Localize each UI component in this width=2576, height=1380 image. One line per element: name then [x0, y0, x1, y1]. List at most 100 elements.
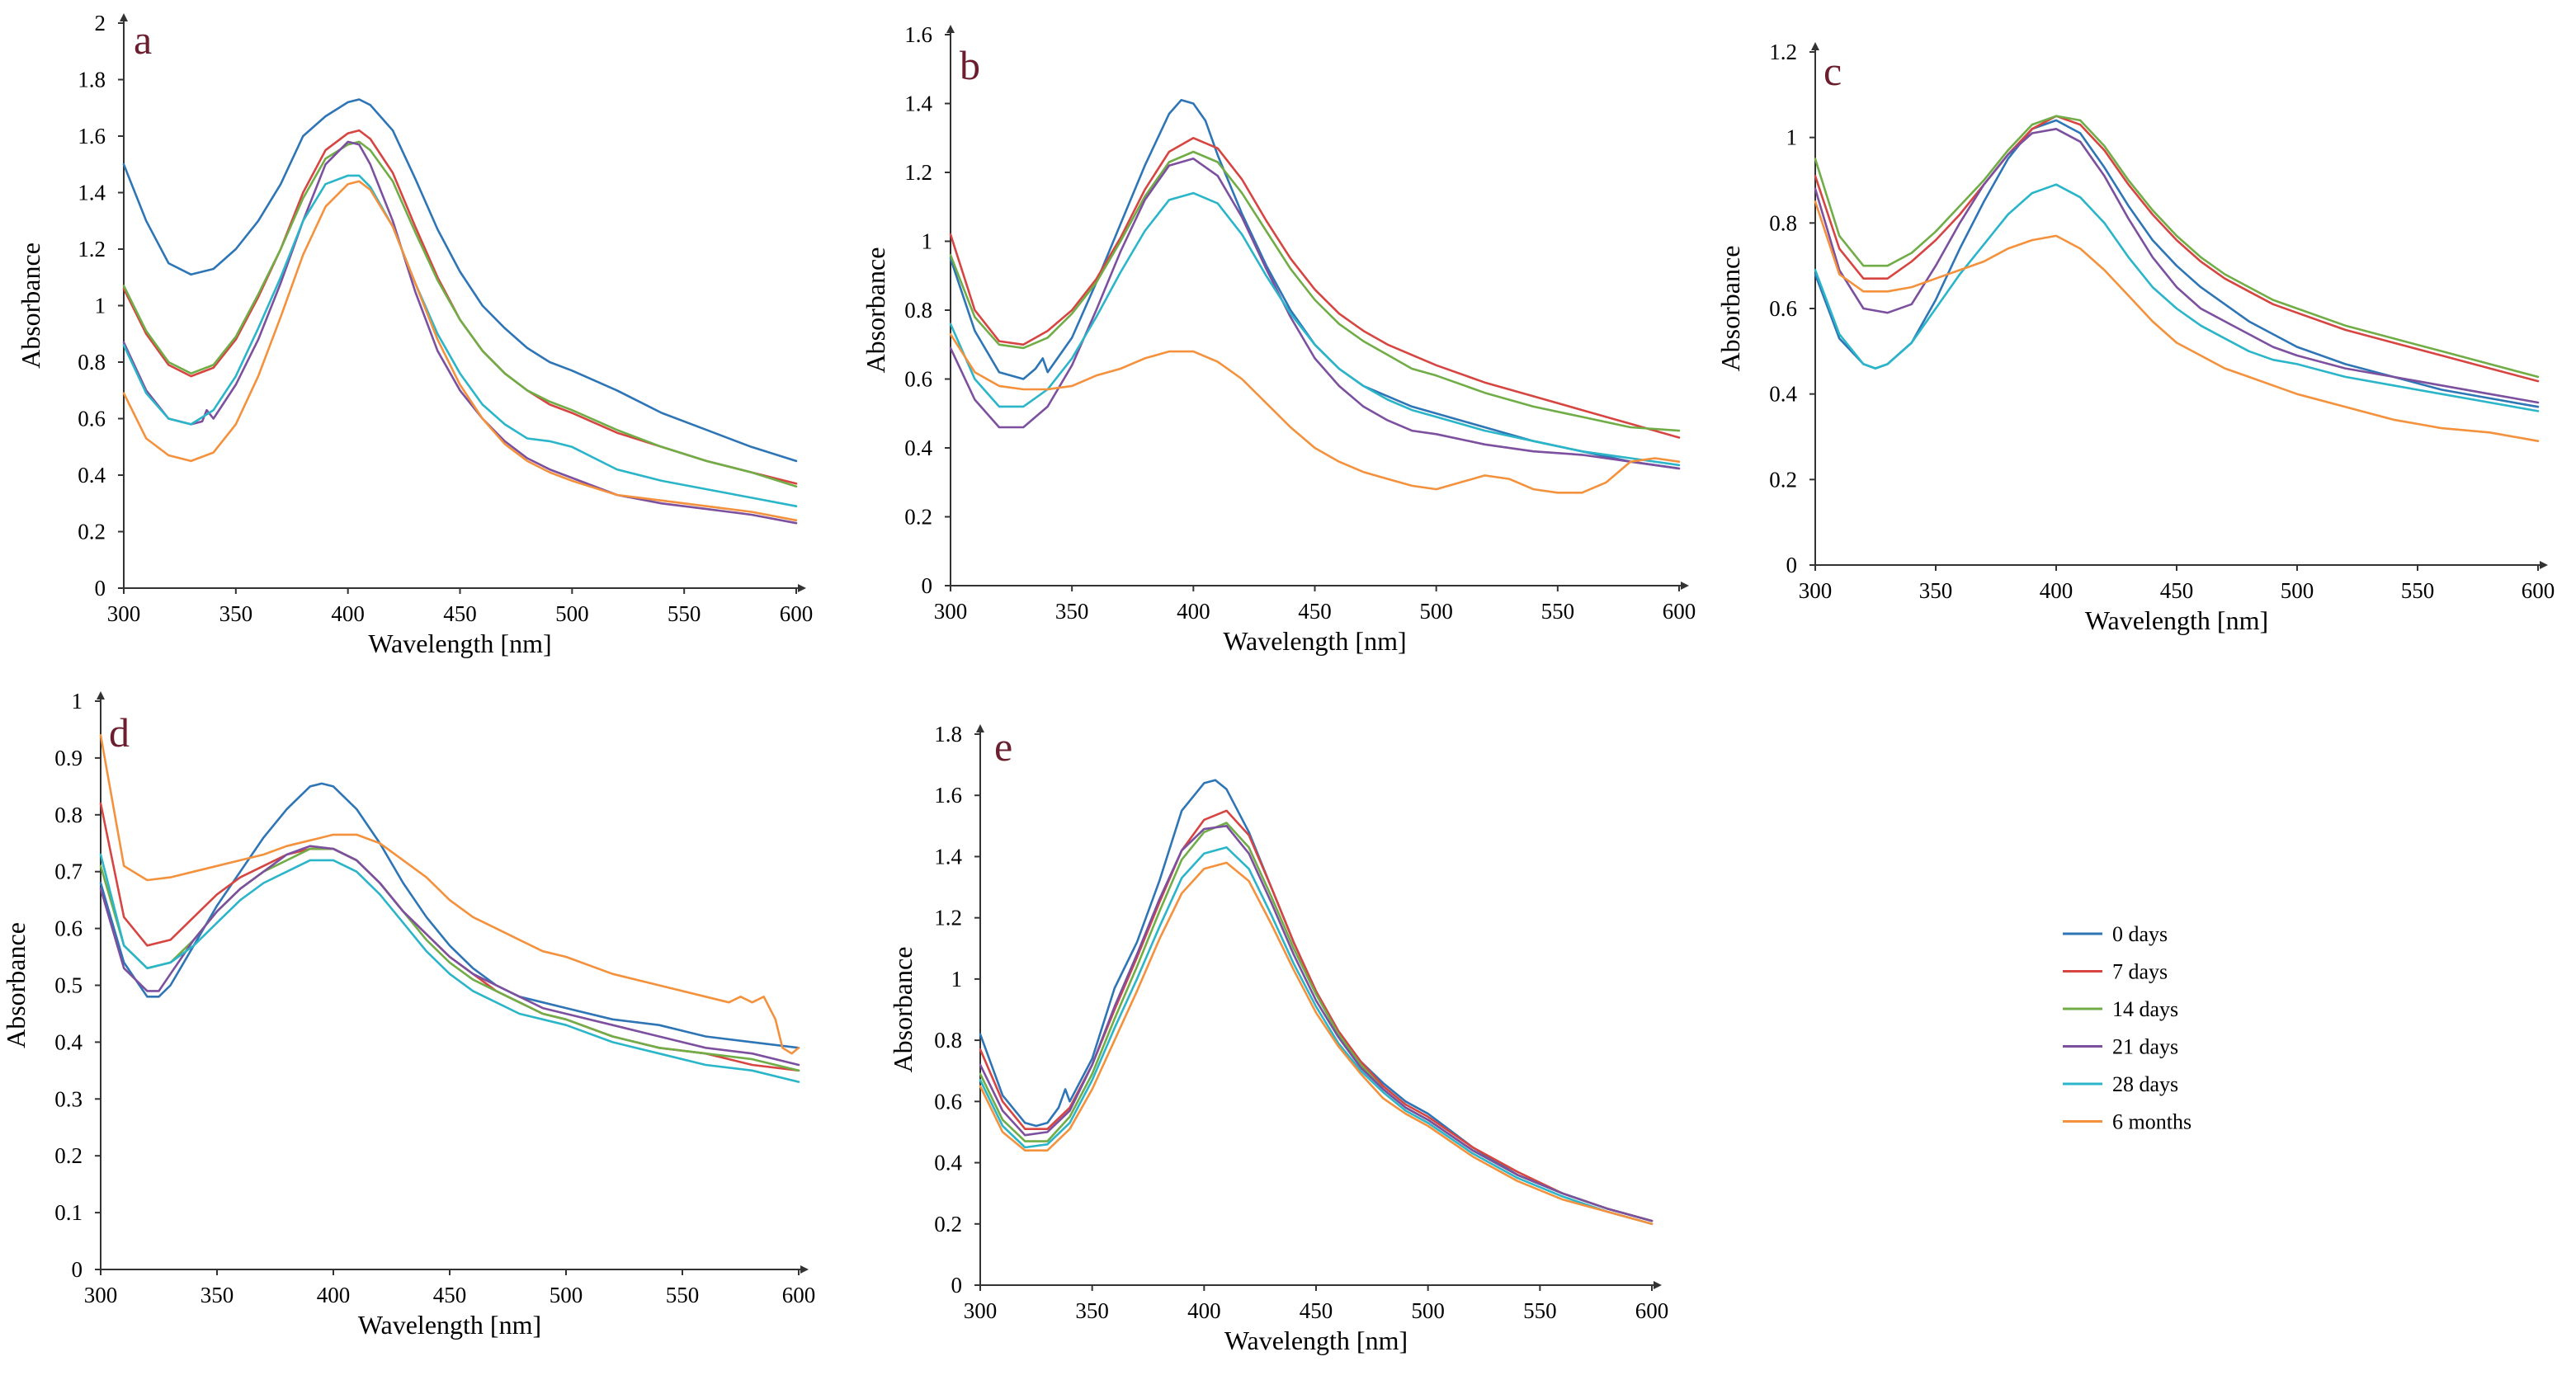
legend-entry: 7 days	[2112, 960, 2168, 984]
x-axis-arrow	[798, 584, 806, 592]
series-line-7-days	[122, 129, 798, 485]
y-tick-label: 0.2	[904, 505, 932, 530]
legend-entry: 28 days	[2112, 1072, 2178, 1096]
y-tick-label: 2	[95, 11, 106, 35]
x-tick-label: 350	[201, 1283, 234, 1307]
x-tick-label: 600	[1635, 1298, 1669, 1323]
y-axis-label: Absorbance	[1, 922, 31, 1048]
x-tick-label: 500	[555, 601, 589, 626]
x-tick-label: 450	[433, 1283, 467, 1307]
x-tick-label: 600	[782, 1283, 816, 1307]
x-tick-label: 550	[668, 601, 701, 626]
panel-label: b	[960, 42, 980, 88]
x-tick-label: 600	[780, 601, 814, 626]
x-axis-label: Wavelength [nm]	[2085, 605, 2268, 635]
series-line-21-days	[949, 158, 1681, 470]
x-tick-label: 350	[1075, 1298, 1109, 1323]
x-tick-label: 350	[1919, 578, 1953, 603]
x-tick-label: 550	[666, 1283, 700, 1307]
x-tick-label: 400	[331, 601, 365, 626]
y-tick-label: 0.6	[1769, 296, 1797, 321]
y-tick-label: 0.8	[1769, 210, 1797, 235]
y-tick-label: 0.4	[904, 436, 932, 460]
y-tick-label: 0	[922, 573, 933, 598]
y-tick-label: 0.2	[54, 1143, 83, 1168]
y-tick-label: 0.4	[78, 463, 106, 487]
panel-label: d	[109, 709, 130, 756]
series-line-0-days	[949, 99, 1681, 470]
series-line-7-days	[1814, 115, 2540, 383]
x-tick-label: 500	[1419, 599, 1453, 624]
y-axis-label: Absorbance	[861, 247, 890, 374]
x-axis-label: Wavelength [nm]	[1223, 626, 1406, 656]
y-tick-label: 0.3	[54, 1086, 83, 1111]
series-line-28-days	[1814, 183, 2540, 412]
y-tick-label: 1.2	[934, 906, 962, 930]
series-line-21-days	[979, 825, 1654, 1222]
x-tick-label: 550	[1523, 1298, 1557, 1323]
x-tick-label: 500	[550, 1283, 583, 1307]
y-axis-arrow	[976, 724, 984, 732]
panel-a: 300 350 400 450 500 550 600 0 0.2 0.4 0.6 0.8 1 1.2 1.…	[16, 11, 813, 658]
x-axis-label: Wavelength [nm]	[368, 629, 551, 658]
series-line-0-days	[122, 98, 798, 463]
panel-e: 300 350 400 450 500 550 600 0 0.2 0.4 0.6 0.8 1 1.2 1.…	[888, 722, 1668, 1355]
y-tick-label: 1.4	[904, 92, 932, 116]
y-tick-label: 0.2	[78, 520, 106, 544]
y-tick-label: 0.8	[78, 350, 106, 374]
y-tick-label: 0.1	[54, 1200, 83, 1225]
series-line-21-days	[122, 140, 798, 525]
x-axis-label: Wavelength [nm]	[1224, 1326, 1408, 1355]
series-line-7-days	[949, 137, 1681, 439]
x-tick-label: 550	[2401, 578, 2435, 603]
y-tick-label: 0.2	[934, 1212, 962, 1236]
legend-entry: 6 months	[2112, 1110, 2191, 1134]
series-line-14-days	[122, 140, 798, 487]
series-line-28-days	[979, 846, 1654, 1226]
x-axis-arrow	[2540, 561, 2548, 569]
x-tick-label: 300	[84, 1283, 118, 1307]
y-tick-label: 1.2	[78, 237, 106, 261]
y-tick-label: 0.6	[904, 367, 932, 392]
series-line-14-days	[979, 822, 1654, 1222]
panel-c: 300 350 400 450 500 550 600 0 0.2 0.4 0.6 0.8 1 1.2 Wa…	[1715, 40, 2555, 635]
series-line-0-days	[99, 782, 800, 1049]
x-axis-arrow	[1681, 582, 1689, 590]
y-axis-arrow	[1811, 42, 1819, 50]
y-tick-label: 0.6	[934, 1089, 962, 1114]
x-tick-label: 400	[317, 1283, 351, 1307]
x-tick-label: 450	[1300, 1298, 1333, 1323]
series-line-14-days	[99, 847, 800, 1072]
y-tick-label: 0.6	[54, 916, 83, 941]
series-line-6-months	[949, 332, 1681, 494]
y-tick-label: 0.4	[54, 1029, 83, 1054]
x-tick-label: 350	[219, 601, 253, 626]
y-tick-label: 1.6	[934, 783, 962, 808]
y-tick-label: 1.2	[1769, 40, 1797, 64]
y-tick-label: 0.2	[1769, 467, 1797, 492]
y-tick-label: 0.9	[54, 746, 83, 770]
y-axis-arrow	[120, 13, 128, 21]
x-tick-label: 450	[2160, 578, 2194, 603]
x-tick-label: 300	[964, 1298, 998, 1323]
series-line-28-days	[99, 853, 800, 1083]
y-tick-label: 0.8	[904, 298, 932, 323]
series-line-0-days	[1814, 119, 2540, 408]
x-tick-label: 500	[1411, 1298, 1445, 1323]
y-axis-arrow	[946, 25, 955, 33]
y-tick-label: 1.6	[904, 22, 932, 47]
y-axis-arrow	[97, 691, 105, 699]
y-tick-label: 1	[95, 294, 106, 318]
series-line-28-days	[949, 191, 1681, 467]
y-axis-label: Absorbance	[1715, 246, 1745, 372]
legend-entry: 0 days	[2112, 922, 2168, 946]
series-line-6-months	[122, 180, 798, 522]
y-tick-label: 0.8	[54, 803, 83, 827]
x-tick-label: 300	[1799, 578, 1833, 603]
series-line-7-days	[99, 802, 800, 1072]
x-tick-label: 600	[2522, 578, 2555, 603]
x-tick-label: 300	[934, 599, 968, 624]
y-tick-label: 0.4	[934, 1151, 962, 1175]
y-tick-label: 1	[922, 229, 933, 254]
